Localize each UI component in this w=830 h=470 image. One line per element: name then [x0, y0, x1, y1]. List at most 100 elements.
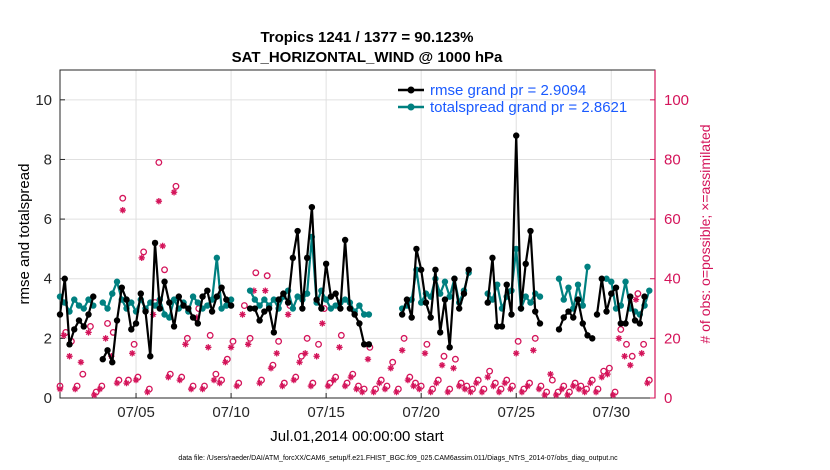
x-tick-label: 07/05 — [117, 404, 155, 421]
rmse-point — [99, 356, 106, 363]
rmse-point — [636, 320, 643, 327]
footnote: data file: /Users/raeder/DAI/ATM_forcXX/… — [178, 455, 618, 462]
x-tick-label: 07/25 — [497, 404, 535, 421]
obs-assimilated-marker — [239, 311, 246, 318]
rmse-point — [360, 341, 368, 348]
obs-possible-marker — [640, 340, 648, 348]
spread-point — [555, 275, 563, 282]
obs-assimilated-marker — [159, 242, 166, 250]
rmse-point — [227, 302, 235, 309]
rmse-point — [294, 227, 301, 235]
obs-assimilated-marker — [609, 391, 617, 399]
spread-point — [170, 296, 178, 303]
rmse-point — [565, 308, 572, 315]
rmse-point — [627, 293, 634, 300]
rmse-point — [166, 299, 173, 306]
obs-assimilated-marker — [91, 391, 98, 399]
obs-assimilated-marker — [296, 359, 303, 366]
spread-point — [270, 296, 278, 303]
rmse-point — [579, 320, 586, 327]
obs-assimilated-marker — [138, 254, 145, 262]
obs-assimilated-marker — [621, 353, 628, 360]
rmse-point — [532, 308, 539, 315]
obs-possible-marker — [275, 337, 283, 345]
rmse-point — [265, 305, 273, 312]
rmse-point — [603, 308, 610, 315]
rmse-point — [427, 314, 434, 321]
obs-assimilated-marker — [72, 385, 79, 393]
obs-possible-marker — [229, 337, 237, 345]
spread-point — [85, 296, 92, 303]
obs-assimilated-marker — [85, 329, 92, 336]
legend-label-spread: totalspread grand pr = 2.8621 — [430, 99, 627, 116]
obs-assimilated-marker — [227, 344, 235, 351]
rmse-point — [71, 326, 78, 333]
y-tick-label-left: 6 — [44, 211, 52, 228]
obs-assimilated-marker — [319, 320, 326, 327]
obs-possible-marker — [212, 370, 220, 378]
obs-possible-marker — [161, 266, 169, 274]
obs-assimilated-marker — [638, 350, 645, 357]
rmse-point — [123, 296, 130, 303]
spread-point — [213, 254, 221, 262]
spread-point — [327, 305, 335, 312]
obs-assimilated-marker — [456, 382, 463, 390]
obs-assimilated-marker — [279, 382, 286, 390]
obs-possible-marker — [206, 331, 214, 339]
spread-point — [261, 296, 268, 303]
obs-assimilated-marker — [598, 373, 605, 381]
rmse-point — [441, 296, 449, 303]
rmse-point — [80, 323, 87, 330]
legend-marker-spread — [407, 103, 415, 111]
obs-assimilated-marker — [216, 379, 223, 387]
rmse-point — [194, 320, 202, 327]
rmse-point — [617, 320, 624, 327]
rmse-point — [536, 320, 544, 327]
spread-point — [75, 302, 83, 309]
obs-possible-marker — [303, 334, 311, 342]
y-tick-label-right: 100 — [664, 92, 689, 109]
rmse-point — [555, 326, 563, 333]
obs-assimilated-marker — [205, 344, 212, 351]
obs-assimilated-marker — [581, 388, 588, 396]
spread-point — [256, 302, 263, 309]
obs-assimilated-marker — [256, 379, 263, 387]
rmse-point — [494, 323, 501, 330]
rmse-point — [522, 260, 529, 268]
obs-assimilated-marker — [187, 385, 195, 393]
rmse-point — [356, 320, 363, 327]
rmse-point — [456, 305, 463, 312]
rmse-point — [527, 227, 534, 235]
rmse-point — [313, 296, 320, 303]
y-tick-label-right: 60 — [664, 211, 681, 228]
y-axis-label-right: # of obs: o=possible; ×=assimilated — [697, 124, 713, 343]
rmse-point — [593, 311, 601, 318]
rmse-point — [498, 323, 506, 330]
spread-point — [289, 305, 297, 312]
spread-point — [527, 299, 534, 306]
obs-assimilated-marker — [398, 347, 406, 354]
obs-possible-marker — [297, 352, 305, 360]
obs-assimilated-marker — [77, 359, 85, 366]
obs-assimilated-marker — [324, 382, 332, 390]
obs-assimilated-marker — [307, 382, 315, 390]
series-lines — [56, 132, 653, 366]
x-axis-label: Jul.01,2014 00:00:00 start — [270, 428, 444, 445]
obs-assimilated-marker — [450, 364, 457, 372]
y-tick-label-left: 0 — [44, 390, 52, 407]
obs-possible-marker — [605, 364, 613, 372]
rmse-point — [513, 132, 520, 139]
obs-assimilated-marker — [644, 379, 651, 387]
obs-possible-marker — [252, 269, 260, 277]
obs-assimilated-marker — [364, 356, 372, 363]
rmse-point — [612, 284, 620, 291]
y-tick-label-right: 80 — [664, 151, 681, 168]
rmse-point — [275, 296, 282, 303]
rmse-point — [151, 239, 159, 247]
obs-assimilated-marker — [302, 350, 309, 357]
obs-assimilated-marker — [381, 385, 389, 393]
obs-possible-marker — [514, 337, 522, 345]
spread-point — [251, 296, 259, 303]
rmse-point — [308, 203, 316, 211]
obs-assimilated-marker — [615, 335, 623, 342]
